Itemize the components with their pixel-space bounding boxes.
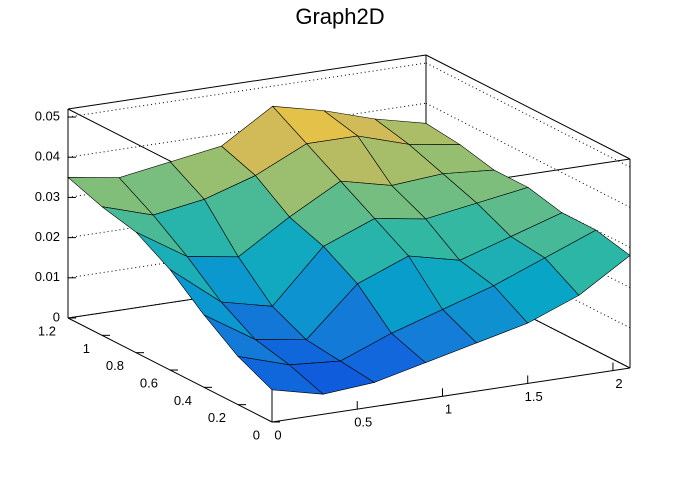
surface-cell (237, 355, 325, 395)
x-axis (271, 367, 631, 423)
y-tick-label: 0.4 (174, 393, 192, 408)
z-tick-label: 0.03 (35, 189, 60, 204)
box-edge (425, 54, 631, 160)
y-tick-label: 0.6 (140, 375, 158, 390)
y-tick-label: 0.2 (208, 410, 226, 425)
x-tick-label: 0 (274, 427, 281, 442)
x-tick-label: 1.5 (525, 389, 543, 404)
grid-line (67, 183, 427, 239)
grid-line (67, 102, 427, 158)
z-tick-label: 0.05 (35, 108, 60, 123)
y-tick-label: 1.2 (38, 323, 56, 338)
chart-title: Graph2D (295, 4, 384, 29)
grid-line (67, 223, 427, 279)
grid-line (67, 62, 427, 118)
y-tick-label: 0 (253, 427, 260, 442)
x-tick-label: 0.5 (354, 415, 372, 430)
x-tick-label: 2 (615, 376, 622, 391)
grid-line (67, 263, 427, 319)
z-tick-label: 0 (53, 309, 60, 324)
z-tick-label: 0.02 (35, 229, 60, 244)
box-edge (67, 54, 427, 110)
y-tick-label: 1 (83, 341, 90, 356)
x-tick-label: 1 (445, 402, 452, 417)
y-tick-label: 0.8 (106, 358, 124, 373)
z-tick-label: 0.04 (35, 149, 60, 164)
z-tick-label: 0.01 (35, 269, 60, 284)
